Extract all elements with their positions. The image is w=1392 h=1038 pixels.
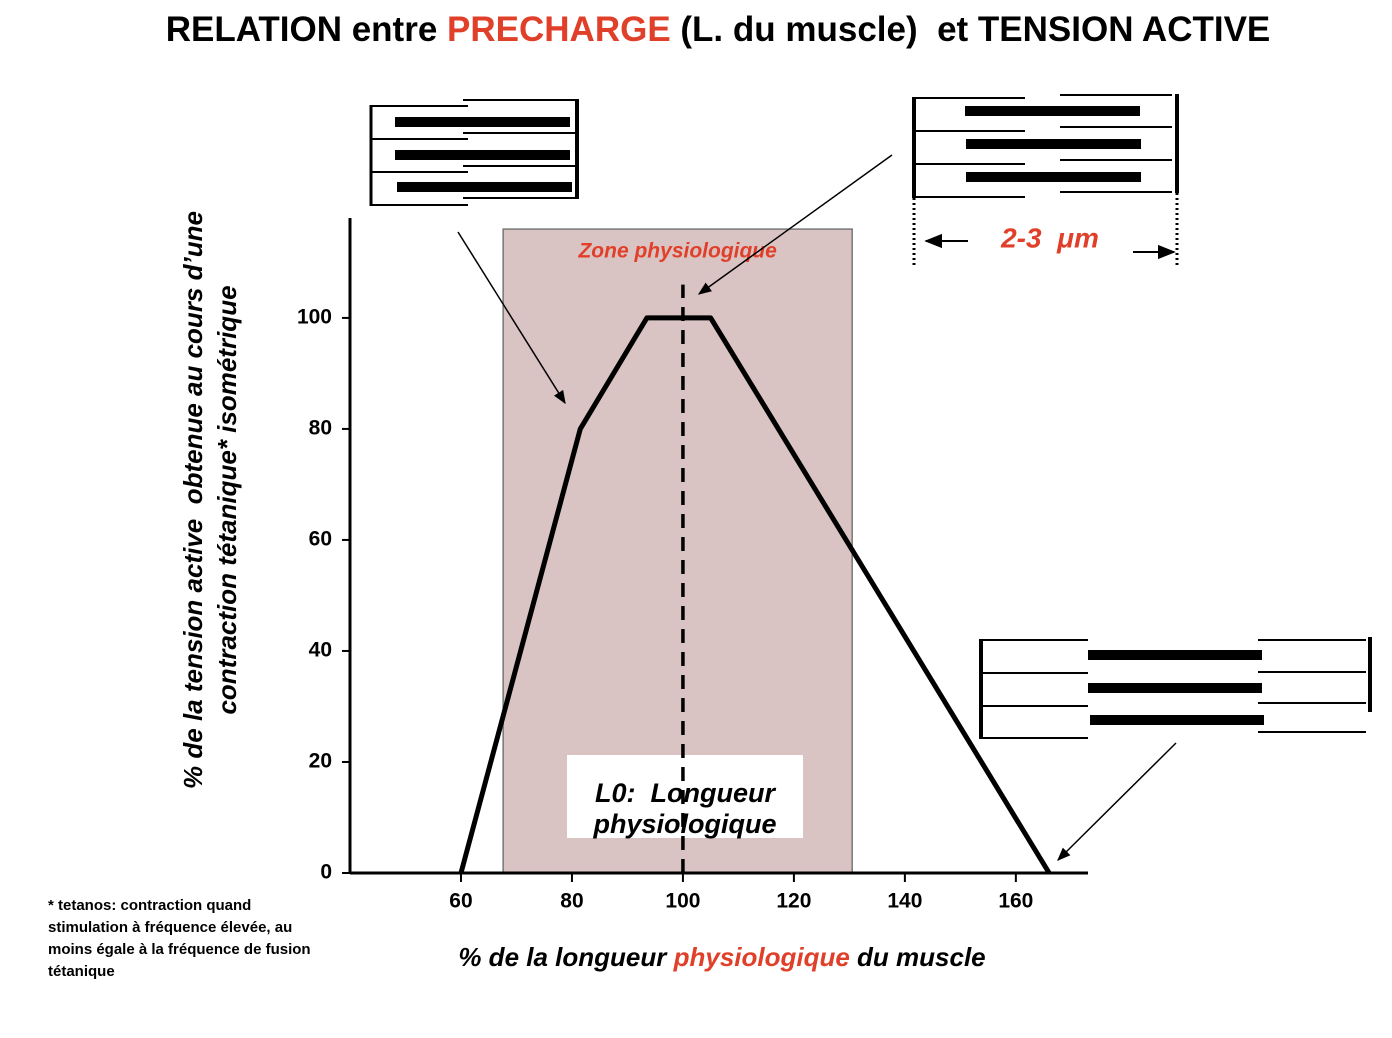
y-axis-label-line: % de la tension active obtenue au cours …: [178, 211, 208, 789]
x-tick-label: 160: [998, 890, 1033, 913]
sarcomere-short: [369, 99, 579, 206]
y-axis-label-line: contraction tétanique* isométrique: [212, 285, 242, 714]
data-line: [458, 315, 1052, 875]
y-axis-label: % de la tension active obtenue au cours …: [178, 211, 242, 789]
x-tick-label: 120: [776, 890, 811, 913]
text-part: physiologique: [673, 942, 850, 972]
text-part: (L. du muscle) et TENSION ACTIVE: [671, 10, 1271, 49]
chart-title: RELATION entre PRECHARGE (L. du muscle) …: [166, 10, 1271, 49]
footnote: stimulation à fréquence élevée, au: [48, 919, 292, 936]
y-tick-label: 40: [309, 639, 332, 662]
y-tick-label: 100: [297, 305, 332, 328]
pointer-arrows: [457, 154, 1177, 861]
y-tick-label: 60: [309, 527, 332, 550]
text-part: RELATION entre: [166, 10, 447, 49]
sarcomere-stretched: [979, 637, 1372, 739]
y-tick-label: 20: [309, 750, 332, 773]
footnote: * tetanos: contraction quand: [48, 897, 251, 914]
x-tick-label: 100: [665, 890, 700, 913]
text-part: % de la longueur: [458, 942, 673, 972]
x-tick-label: 60: [449, 890, 472, 913]
text-part: PRECHARGE: [447, 10, 671, 49]
x-tick-label: 140: [887, 890, 922, 913]
text-part: du muscle: [850, 942, 986, 972]
l0-label: L0: Longueur: [595, 778, 776, 808]
sarcomere-optimal: [912, 94, 1179, 265]
x-tick-label: 80: [560, 890, 583, 913]
x-axis-label: % de la longueur physiologique du muscle: [458, 942, 985, 972]
l0-box: [567, 755, 803, 838]
y-tick-label: 80: [309, 416, 332, 439]
footnote: tétanique: [48, 963, 115, 980]
zone-label: Zone physiologique: [577, 240, 777, 263]
footnote: moins égale à la fréquence de fusion: [48, 941, 311, 958]
scale-label: 2-3 μm: [1000, 222, 1099, 253]
y-tick-label: 0: [320, 861, 332, 884]
